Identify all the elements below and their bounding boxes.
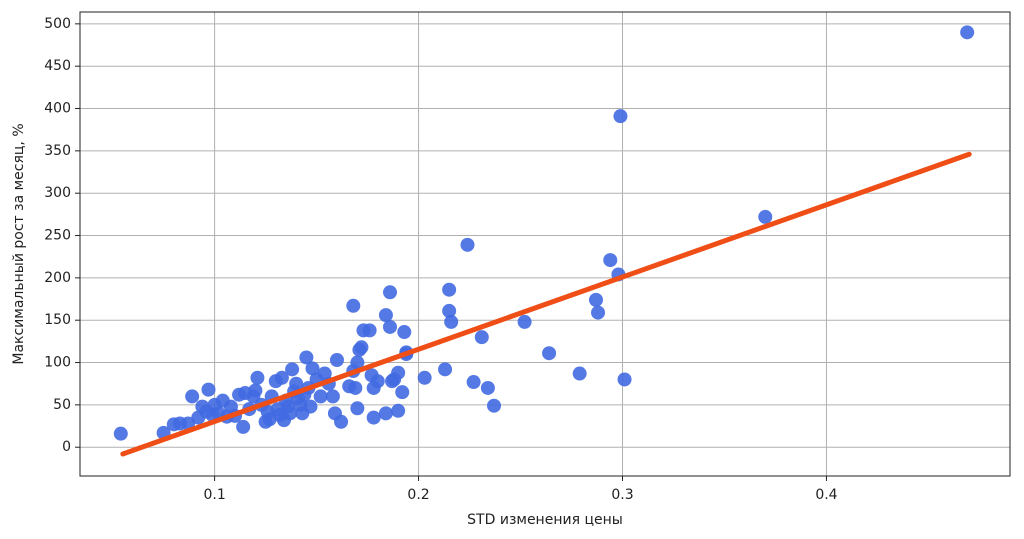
point	[250, 370, 265, 385]
point	[442, 303, 457, 318]
point	[274, 370, 289, 385]
y-tick-label: 100	[44, 355, 71, 371]
point	[613, 109, 628, 124]
point	[603, 253, 618, 268]
y-tick-label: 150	[44, 312, 71, 328]
y-tick-label: 0	[62, 439, 71, 455]
point	[480, 380, 495, 395]
y-tick-label: 400	[44, 101, 71, 117]
point	[299, 350, 314, 365]
point	[591, 305, 606, 320]
point	[305, 361, 320, 376]
y-tick-label: 250	[44, 228, 71, 244]
point	[185, 389, 200, 404]
point	[438, 362, 453, 377]
point	[588, 292, 603, 307]
point	[617, 372, 632, 387]
point	[417, 370, 432, 385]
point	[285, 362, 300, 377]
y-tick-label: 500	[44, 16, 71, 32]
x-axis-label: STD изменения цены	[467, 512, 623, 528]
point	[572, 366, 587, 381]
point	[487, 398, 502, 413]
x-tick-label: 0.1	[203, 487, 225, 503]
point	[391, 365, 406, 380]
y-tick-label: 350	[44, 143, 71, 159]
point	[474, 330, 489, 345]
point	[383, 285, 397, 300]
point	[378, 308, 393, 323]
point	[346, 298, 361, 313]
point	[303, 399, 318, 414]
point	[378, 406, 393, 421]
point	[442, 282, 457, 297]
point	[542, 346, 557, 361]
point	[758, 209, 773, 224]
point	[283, 406, 298, 421]
point	[248, 383, 263, 398]
x-tick-label: 0.2	[407, 487, 429, 503]
point	[236, 419, 251, 434]
point	[201, 382, 216, 397]
point	[444, 314, 459, 329]
point	[383, 319, 397, 334]
point	[391, 403, 406, 418]
y-tick-label: 300	[44, 185, 71, 201]
point	[289, 376, 304, 391]
point	[370, 374, 385, 389]
point	[460, 237, 475, 252]
point	[113, 426, 128, 441]
plot-frame	[79, 11, 1011, 477]
point	[334, 414, 349, 429]
point	[325, 389, 340, 404]
point	[329, 353, 344, 367]
point	[517, 314, 532, 329]
point	[350, 355, 365, 370]
y-tick-label: 200	[44, 270, 71, 286]
point	[362, 323, 377, 338]
y-tick-label: 50	[53, 397, 71, 413]
point	[366, 410, 381, 425]
x-tick-label: 0.3	[611, 487, 633, 503]
point	[466, 375, 481, 390]
point	[354, 340, 369, 355]
point	[313, 389, 328, 404]
point	[397, 325, 412, 340]
x-tick-label: 0.4	[815, 487, 837, 503]
point	[350, 401, 365, 416]
point	[395, 385, 410, 400]
trend-line	[120, 151, 972, 457]
y-axis-label: Максимальный рост за месяц, %	[11, 123, 27, 364]
point	[960, 25, 975, 40]
point	[348, 380, 363, 395]
y-tick-label: 450	[44, 58, 71, 74]
